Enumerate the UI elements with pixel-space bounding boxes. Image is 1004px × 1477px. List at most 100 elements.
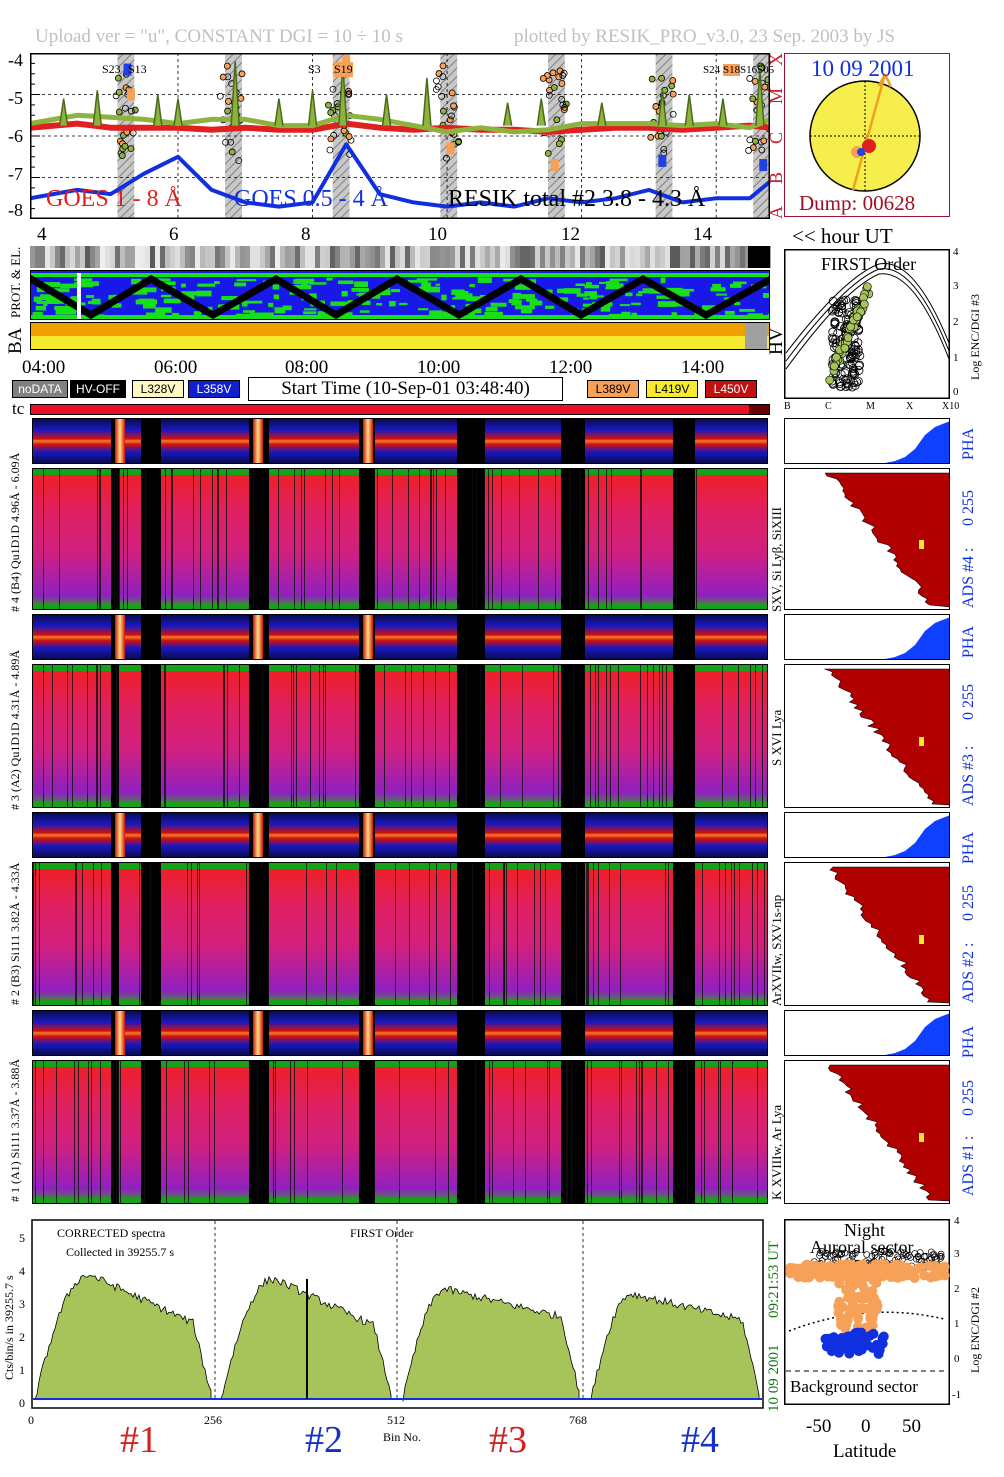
strip-cell	[410, 246, 416, 268]
scatter-point	[749, 95, 757, 103]
latitude-point	[929, 1268, 940, 1279]
ads-stripe	[450, 863, 451, 1005]
spec-ytick: 1	[19, 1363, 25, 1377]
ads-stripe	[640, 665, 641, 807]
strip-cell	[490, 246, 496, 268]
ads-label: ADS #1 :	[960, 1135, 977, 1196]
ads-stripe	[757, 1061, 758, 1203]
prot-noise	[268, 302, 274, 308]
fo-point	[853, 376, 863, 386]
ads-stripe	[96, 665, 97, 807]
ads-stripe	[429, 863, 430, 1005]
latitude-point	[836, 1251, 844, 1259]
scatter-point	[758, 146, 766, 154]
scatter-point	[325, 101, 332, 109]
latitude-ylabel: Log ENC/DGI #2	[968, 1287, 982, 1373]
strip-cell	[210, 246, 216, 268]
strip-cell	[90, 246, 96, 268]
ads-stripe	[436, 863, 437, 1005]
intensity-strip	[30, 246, 771, 268]
ads-stripe	[227, 665, 228, 807]
latitude-point	[871, 1249, 879, 1256]
latitude-point	[904, 1253, 911, 1260]
first-order-title: FIRST Order	[821, 254, 917, 274]
ads-stripe	[165, 469, 166, 609]
scatter-point	[223, 62, 231, 70]
scatter-point	[439, 62, 447, 70]
prot-noise	[207, 306, 213, 312]
goes-panel	[30, 53, 770, 219]
prot-noise	[429, 310, 443, 316]
ads-stripe	[519, 469, 520, 609]
pha-label: PHA	[960, 427, 977, 460]
prot-noise	[359, 310, 370, 313]
fo-point	[830, 319, 840, 329]
ads-stripe	[100, 1061, 101, 1203]
latitude-point	[868, 1272, 879, 1283]
ads-edge	[33, 863, 767, 869]
fo-point	[835, 321, 845, 331]
prot-noise	[143, 302, 156, 309]
ads-histogram	[784, 1060, 950, 1204]
resik-spike	[755, 69, 765, 126]
ads-stripe	[590, 665, 591, 807]
pha-flare	[363, 1011, 373, 1055]
strip-cell	[335, 246, 341, 268]
pha-time-panel	[32, 614, 768, 660]
strip-cell	[250, 246, 256, 268]
ads-stripe	[100, 665, 101, 807]
scatter-point	[448, 112, 455, 120]
ads-stripe	[484, 469, 485, 609]
scatter-point	[115, 108, 123, 116]
ads-gap	[457, 863, 485, 1005]
prot-noise	[672, 302, 687, 307]
scatter-point	[555, 73, 563, 81]
fo-point	[841, 375, 850, 385]
spec-xtick: 512	[387, 1413, 405, 1427]
ads-stripe	[504, 863, 505, 1005]
ads-stripe	[200, 469, 201, 609]
scatter-point	[327, 135, 335, 143]
strip-cell	[635, 246, 641, 268]
pha-gap	[561, 813, 585, 857]
ads-stripe	[336, 863, 337, 1005]
strip-cell	[375, 246, 381, 268]
ads-gap	[111, 469, 119, 609]
strip-cell	[45, 246, 51, 268]
ads-edge	[33, 603, 767, 609]
ads-stripe	[598, 863, 599, 1005]
scatter-point	[224, 107, 231, 115]
ads-stripe	[304, 469, 305, 609]
ads-stripe	[641, 1061, 642, 1203]
strip-cell	[30, 246, 36, 268]
fo-point	[850, 369, 860, 379]
latitude-point	[878, 1248, 885, 1256]
fo-point	[854, 361, 864, 371]
strip-cell	[105, 246, 111, 268]
prot-noise	[584, 291, 598, 296]
strip-cell	[680, 246, 686, 268]
ba-label: BA	[5, 327, 26, 354]
scatter-point	[560, 69, 568, 77]
fo-ytick: 1	[953, 352, 959, 364]
flare-annotation: S3	[308, 62, 321, 76]
prot-band	[31, 273, 769, 277]
ads-stripe	[588, 469, 589, 609]
scatter-point	[235, 157, 243, 165]
goes-ytick: -6	[8, 126, 23, 146]
prot-noise	[619, 304, 631, 307]
scatter-point	[122, 104, 129, 112]
prot-noise	[338, 280, 354, 285]
ads-gap	[359, 469, 375, 609]
latitude-point	[905, 1252, 913, 1259]
prot-noise	[490, 302, 507, 307]
flare-annotation: S13	[128, 62, 147, 76]
ads-stripe	[268, 863, 269, 1005]
ads-stripe	[78, 1061, 79, 1203]
spec-ytick: 3	[19, 1297, 25, 1311]
resik-spike	[718, 98, 728, 126]
pha-gap	[141, 813, 161, 857]
latitude-point	[816, 1269, 827, 1280]
scatter-point	[669, 77, 677, 84]
strip-cell	[510, 246, 516, 268]
